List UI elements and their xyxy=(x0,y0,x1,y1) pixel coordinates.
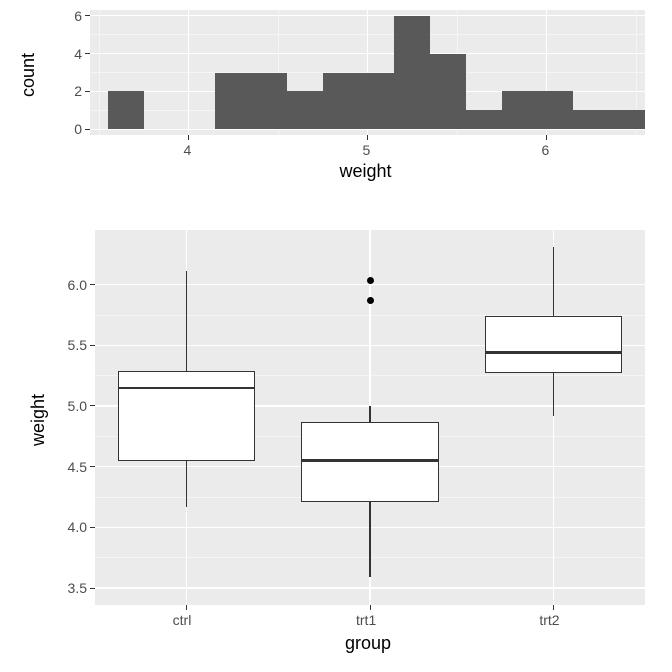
histogram-bar xyxy=(573,110,609,129)
histogram-bar xyxy=(108,91,144,129)
tick-mark xyxy=(90,466,95,467)
histogram-bar xyxy=(466,110,502,129)
outlier-point xyxy=(367,297,374,304)
grid-minor xyxy=(99,10,100,135)
grid-major xyxy=(188,10,190,135)
y-tick-label: 0 xyxy=(74,121,82,137)
tick-mark xyxy=(90,405,95,406)
x-tick-label: 6 xyxy=(542,142,550,158)
boxplot-panel xyxy=(95,230,645,605)
whisker xyxy=(553,373,554,415)
histogram-y-label: count xyxy=(18,52,39,96)
y-tick-label: 6 xyxy=(74,8,82,24)
box-median xyxy=(485,351,623,354)
tick-mark xyxy=(90,588,95,589)
histogram-bar xyxy=(538,91,574,129)
histogram-bar xyxy=(251,73,287,130)
histogram-bar xyxy=(323,73,359,130)
histogram-bar xyxy=(502,91,538,129)
tick-mark xyxy=(188,135,189,140)
y-tick-label: 4 xyxy=(74,46,82,62)
y-tick-label: 5.0 xyxy=(68,398,87,414)
tick-mark xyxy=(90,284,95,285)
histogram-panel xyxy=(90,10,645,135)
tick-mark xyxy=(85,53,90,54)
box-median xyxy=(301,459,439,462)
whisker xyxy=(186,271,187,371)
x-tick-label: 4 xyxy=(183,142,191,158)
tick-mark xyxy=(546,135,547,140)
histogram-bar xyxy=(430,54,466,130)
y-tick-label: 2 xyxy=(74,83,82,99)
tick-mark xyxy=(370,605,371,610)
histogram-bar xyxy=(359,73,395,130)
tick-mark xyxy=(85,15,90,16)
x-tick-label: 5 xyxy=(363,142,371,158)
tick-mark xyxy=(90,345,95,346)
whisker xyxy=(186,461,187,507)
box xyxy=(118,371,256,461)
histogram-bar xyxy=(394,16,430,130)
tick-mark xyxy=(85,129,90,130)
histogram-bar xyxy=(287,91,323,129)
y-tick-label: 4.0 xyxy=(68,519,87,535)
whisker xyxy=(369,502,370,577)
tick-mark xyxy=(85,91,90,92)
box xyxy=(485,316,623,373)
histogram-bar xyxy=(215,73,251,130)
tick-mark xyxy=(553,605,554,610)
x-tick-label: ctrl xyxy=(173,612,192,628)
tick-mark xyxy=(186,605,187,610)
y-tick-label: 6.0 xyxy=(68,277,87,293)
whisker xyxy=(553,247,554,316)
boxplot-y-label: weight xyxy=(28,393,49,445)
whisker xyxy=(369,406,370,422)
tick-mark xyxy=(367,135,368,140)
box-median xyxy=(118,387,256,390)
y-tick-label: 4.5 xyxy=(68,459,87,475)
y-tick-label: 3.5 xyxy=(68,580,87,596)
x-tick-label: trt2 xyxy=(539,612,559,628)
histogram-x-label: weight xyxy=(340,161,392,182)
tick-mark xyxy=(90,527,95,528)
y-tick-label: 5.5 xyxy=(68,337,87,353)
x-tick-label: trt1 xyxy=(356,612,376,628)
histogram-bar xyxy=(609,110,645,129)
boxplot-x-label: group xyxy=(345,633,391,654)
